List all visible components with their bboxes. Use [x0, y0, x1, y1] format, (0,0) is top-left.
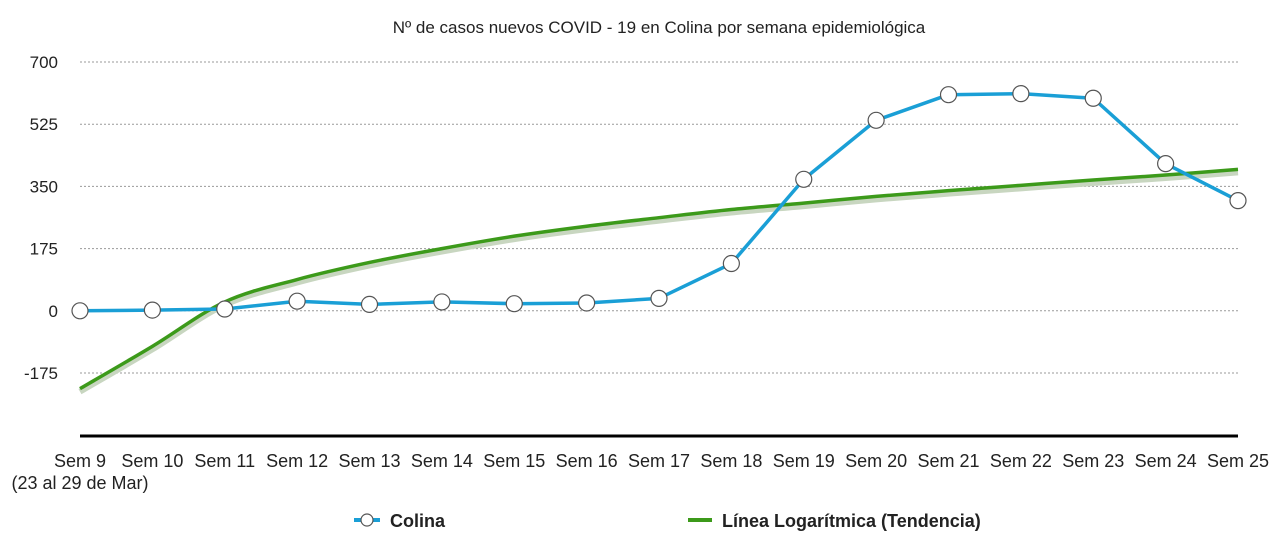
x-tick-label: Sem 17 [628, 451, 690, 471]
x-axis: Sem 9 Sem 10 Sem 11 Sem 12 Sem 13 Sem 14 Sem 1… [54, 451, 1269, 471]
colina-point [722, 254, 740, 273]
x-tick-label: Sem 10 [121, 451, 183, 471]
x-tick-label: Sem 12 [266, 451, 328, 471]
legend-marker-colina [360, 513, 374, 527]
chart-title: Nº de casos nuevos COVID - 19 en Colina … [393, 18, 926, 37]
legend-item-tendencia: Línea Logarítmica (Tendencia) [688, 511, 981, 531]
colina-point [650, 289, 668, 307]
x-tick-label: Sem 14 [411, 451, 473, 471]
colina-point [216, 300, 234, 318]
x-tick-label: Sem 16 [556, 451, 618, 471]
colina-point [578, 294, 596, 312]
y-tick-label: 700 [30, 53, 58, 72]
y-tick-label: 0 [49, 302, 58, 321]
y-tick-label: 350 [30, 177, 58, 196]
x-tick-label: Sem 11 [194, 451, 255, 471]
colina-point [360, 295, 379, 314]
colina-point [1157, 155, 1175, 173]
colina-point [795, 170, 813, 188]
series-group [71, 85, 1247, 395]
x-tick-label: Sem 20 [845, 451, 907, 471]
legend-item-colina: Colina [354, 511, 446, 531]
colina-point [71, 302, 89, 320]
x-tick-label: Sem 21 [917, 451, 979, 471]
colina-point [939, 86, 958, 104]
y-tick-label: -175 [24, 364, 58, 383]
legend-label-colina: Colina [390, 511, 446, 531]
x-tick-label: Sem 25 [1207, 451, 1269, 471]
trend-line [79, 167, 1239, 391]
trend-line-shadow [78, 169, 1239, 395]
legend: Colina Línea Logarítmica (Tendencia) [354, 511, 981, 531]
x-tick-label: Sem 22 [990, 451, 1052, 471]
x-tick-label: Sem 15 [483, 451, 545, 471]
x-tick-label: Sem 24 [1135, 451, 1197, 471]
x-tick-label: Sem 9 [54, 451, 106, 471]
colina-line [79, 91, 1239, 313]
y-tick-label: 525 [30, 115, 58, 134]
colina-point [1229, 192, 1247, 210]
colina-point [1084, 89, 1102, 107]
x-tick-note: (23 al 29 de Mar) [11, 473, 148, 493]
x-tick-label: Sem 18 [700, 451, 762, 471]
colina-point [433, 293, 451, 311]
colina-point [867, 111, 885, 129]
x-tick-label: Sem 19 [773, 451, 835, 471]
y-tick-label: 175 [30, 240, 58, 259]
x-tick-label: Sem 13 [338, 451, 400, 471]
colina-point [143, 301, 161, 319]
legend-label-tendencia: Línea Logarítmica (Tendencia) [722, 511, 981, 531]
x-tick-label: Sem 23 [1062, 451, 1124, 471]
colina-point [288, 292, 306, 310]
y-axis: 700 525 350 175 0 -175 [24, 53, 58, 383]
colina-point [1012, 85, 1030, 103]
colina-point [505, 295, 523, 313]
